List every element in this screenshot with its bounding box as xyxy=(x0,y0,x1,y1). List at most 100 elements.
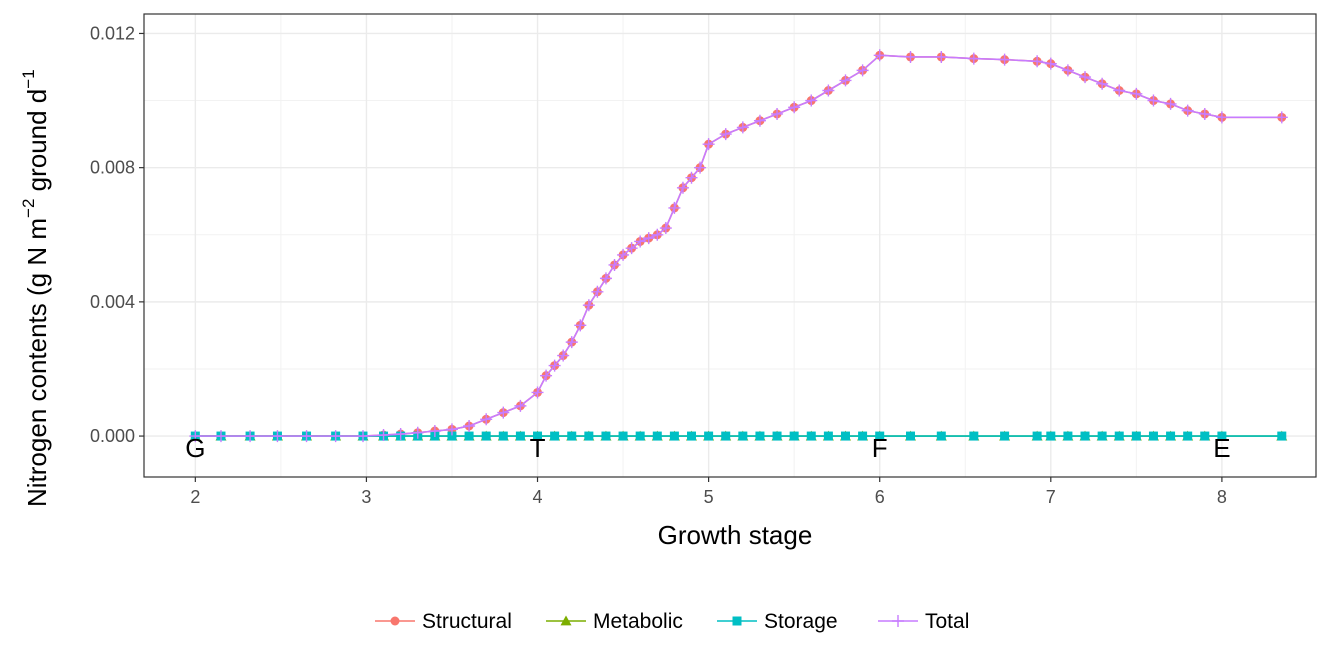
data-point-storage xyxy=(618,431,628,441)
y-axis-title-main: Nitrogen contents (g N m xyxy=(22,218,52,507)
data-point-storage xyxy=(498,431,508,441)
data-point-total xyxy=(591,285,604,298)
data-point-storage xyxy=(1131,431,1141,441)
data-point-total xyxy=(771,107,784,120)
data-point-storage xyxy=(1080,431,1090,441)
legend-label: Storage xyxy=(764,610,838,633)
y-axis-title-tail-sup: −1 xyxy=(19,69,38,88)
data-point-total xyxy=(856,64,869,77)
data-point-storage xyxy=(858,431,868,441)
data-point-total xyxy=(736,121,749,134)
data-point-storage xyxy=(1032,431,1042,441)
data-point-storage xyxy=(601,431,611,441)
data-point-total xyxy=(998,53,1011,66)
data-point-total xyxy=(659,222,672,235)
data-point-storage xyxy=(1148,431,1158,441)
y-tick-label: 0.008 xyxy=(90,158,135,178)
data-point-total xyxy=(651,228,664,241)
legend-key-marker xyxy=(390,616,400,626)
data-point-storage xyxy=(1217,431,1227,441)
data-point-total xyxy=(935,50,948,63)
x-tick-label: 7 xyxy=(1046,487,1056,507)
data-point-storage xyxy=(1097,431,1107,441)
x-axis-title: Growth stage xyxy=(658,520,813,550)
plot-panel-background xyxy=(144,14,1316,477)
legend-item-metabolic: Metabolic xyxy=(546,610,683,633)
data-point-storage xyxy=(1200,431,1210,441)
data-point-storage xyxy=(806,431,816,441)
legend: Structural Metabolic Storage Total xyxy=(375,610,969,633)
data-point-total xyxy=(531,386,544,399)
data-point-total xyxy=(565,336,578,349)
data-point-storage xyxy=(1063,431,1073,441)
data-point-total xyxy=(685,171,698,184)
y-tick-label: 0.012 xyxy=(90,23,135,43)
data-point-total xyxy=(1181,104,1194,117)
data-point-total xyxy=(839,74,852,87)
data-point-total xyxy=(822,84,835,97)
data-point-total xyxy=(1113,84,1126,97)
data-point-storage xyxy=(823,431,833,441)
data-point-total xyxy=(1061,64,1074,77)
data-point-storage xyxy=(464,431,474,441)
x-tick-label: 5 xyxy=(704,487,714,507)
data-point-storage xyxy=(533,431,543,441)
data-point-storage xyxy=(704,431,714,441)
legend-label: Metabolic xyxy=(593,610,683,633)
data-point-total xyxy=(967,52,980,65)
data-point-total xyxy=(642,232,655,245)
data-point-total xyxy=(1198,107,1211,120)
y-axis-title-sup: −2 xyxy=(19,199,38,218)
data-point-total xyxy=(873,49,886,62)
data-point-storage xyxy=(721,431,731,441)
data-point-total xyxy=(271,430,284,443)
data-point-storage xyxy=(755,431,765,441)
data-point-total xyxy=(582,299,595,312)
data-point-total xyxy=(428,425,441,438)
data-point-total xyxy=(329,430,342,443)
x-tick-label: 4 xyxy=(533,487,543,507)
legend-key-marker xyxy=(560,615,572,626)
data-point-total xyxy=(463,420,476,433)
data-point-storage xyxy=(567,431,577,441)
data-point-total xyxy=(617,248,630,261)
stage-label-T: T xyxy=(530,433,546,463)
data-point-storage xyxy=(1000,431,1010,441)
data-point-total xyxy=(214,430,227,443)
data-point-storage xyxy=(969,431,979,441)
data-point-total xyxy=(1130,87,1143,100)
data-point-storage xyxy=(447,431,457,441)
data-point-total xyxy=(480,413,493,426)
data-point-total xyxy=(702,138,715,151)
data-point-storage xyxy=(1046,431,1056,441)
data-point-storage xyxy=(1183,431,1193,441)
data-point-total xyxy=(540,369,553,382)
series-layer xyxy=(189,49,1288,443)
data-point-total xyxy=(189,430,202,443)
data-point-storage xyxy=(772,431,782,441)
y-axis-title-group: Nitrogen contents (g N m−2 ground d−1 xyxy=(19,69,52,507)
data-point-total xyxy=(1079,71,1092,84)
series-line-total xyxy=(195,54,1282,437)
data-point-storage xyxy=(515,431,525,441)
legend-label: Total xyxy=(925,610,969,633)
x-tick-label: 6 xyxy=(875,487,885,507)
data-point-storage xyxy=(635,431,645,441)
data-point-total xyxy=(514,399,527,412)
data-point-storage xyxy=(652,431,662,441)
data-point-storage xyxy=(789,431,799,441)
legend-key-marker xyxy=(732,616,742,626)
y-tick-label: 0.000 xyxy=(90,426,135,446)
data-point-total xyxy=(676,181,689,194)
data-point-total xyxy=(625,242,638,255)
data-point-total xyxy=(694,161,707,174)
data-point-storage xyxy=(550,431,560,441)
stage-label-E: E xyxy=(1213,433,1230,463)
legend-item-storage: Storage xyxy=(717,610,838,633)
data-point-total xyxy=(805,94,818,107)
y-tick-label: 0.004 xyxy=(90,292,135,312)
data-point-total xyxy=(1215,111,1228,124)
y-axis-title-tail: ground d xyxy=(22,89,52,199)
